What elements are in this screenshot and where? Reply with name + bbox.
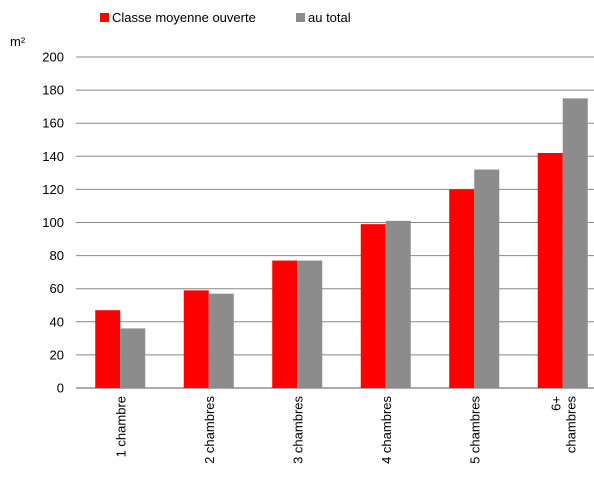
y-tick-label: 20 (50, 347, 64, 362)
y-tick-label: 80 (50, 248, 64, 263)
x-tick-label: 6+chambres (548, 396, 578, 454)
legend-label: Classe moyenne ouverte (112, 10, 256, 25)
bar (474, 169, 500, 388)
y-tick-label: 180 (42, 83, 64, 98)
bar (449, 189, 475, 388)
bar (272, 260, 298, 388)
bar (297, 260, 323, 388)
x-tick-label-line: 3 chambres (290, 396, 305, 464)
bar (360, 224, 386, 388)
y-tick-label: 100 (42, 215, 64, 230)
x-tick-label-line: 4 chambres (379, 396, 394, 464)
y-tick-label: 60 (50, 281, 64, 296)
legend-swatch (100, 13, 109, 22)
bar (208, 293, 234, 388)
y-tick-label: 40 (50, 314, 64, 329)
x-tick-label-line: 2 chambres (202, 396, 217, 464)
x-tick-label: 1 chambre (113, 396, 128, 457)
bar (537, 152, 563, 388)
y-tick-label: 200 (42, 50, 64, 65)
y-tick-label: 0 (57, 381, 64, 396)
legend-swatch (296, 13, 305, 22)
bar (385, 220, 411, 388)
x-tick-label: 3 chambres (290, 396, 305, 464)
x-tick-label: 5 chambres (467, 396, 482, 464)
bar (120, 328, 146, 388)
x-tick-label: 2 chambres (202, 396, 217, 464)
y-tick-label: 140 (42, 149, 64, 164)
x-tick-label: 4 chambres (379, 396, 394, 464)
x-tick-label-line: 5 chambres (467, 396, 482, 464)
y-tick-label: 120 (42, 182, 64, 197)
x-tick-label-line: 1 chambre (113, 396, 128, 457)
bar (562, 98, 588, 388)
bar (183, 290, 209, 388)
y-tick-label: 160 (42, 116, 64, 131)
bar (95, 310, 121, 388)
legend-label: au total (308, 10, 351, 25)
x-tick-label-line: 6+ (548, 396, 563, 411)
y-axis-label: m² (10, 34, 26, 49)
x-tick-label-line: chambres (563, 396, 578, 454)
